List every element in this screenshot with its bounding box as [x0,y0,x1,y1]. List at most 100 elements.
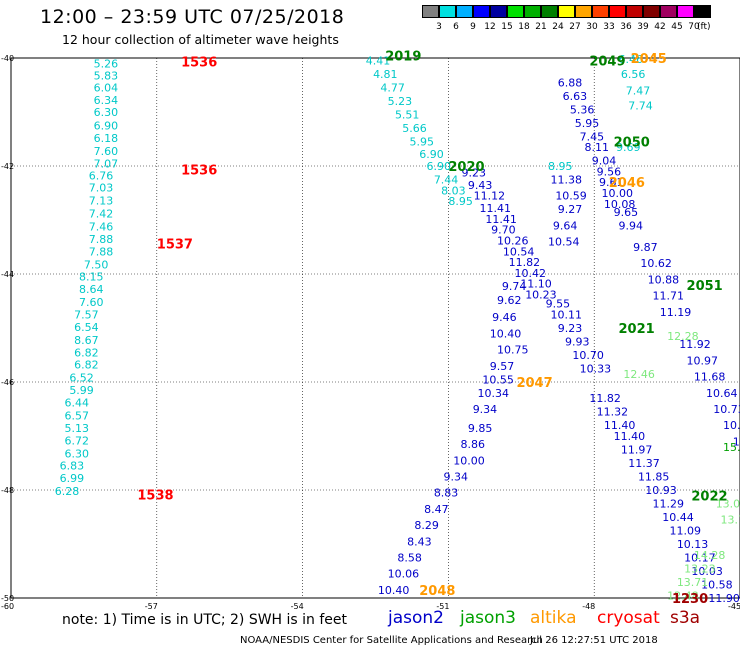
wave-height-value: 11.41 [485,213,517,226]
wave-height-value: 11.38 [550,174,582,187]
wave-height-value: 6.88 [558,76,583,89]
y-tick-label: -40 [1,54,14,63]
pass-time-label: 2048 [419,584,455,599]
wave-height-value: 10.97 [687,354,719,367]
wave-height-value: 6.72 [64,434,89,447]
wave-height-value: 13.70 [721,514,740,527]
wave-height-value: 5.66 [402,122,427,135]
wave-height-value: 11.97 [621,444,653,457]
wave-height-value: 9.27 [558,203,583,216]
wave-height-value: 6.44 [64,397,89,410]
wave-height-value: 10.58 [701,579,733,592]
wave-height-value: 10.26 [497,235,529,248]
wave-height-value: 10.06 [388,568,420,581]
wave-height-value: 5.99 [69,384,94,397]
wave-height-value: 10.11 [550,309,582,322]
wave-height-value: 15.13 [723,441,740,454]
wave-height-value: 10.03 [691,565,723,578]
wave-height-value: 8.43 [407,535,432,548]
wave-height-value: 11.71 [653,290,685,303]
wave-height-value: 8.03 [441,184,466,197]
wave-height-value: 6.99 [60,472,85,485]
satellite-legend-jason3: jason3 [460,608,516,628]
wave-height-value: 6.04 [94,82,119,95]
wave-height-value: 5.95 [410,136,435,149]
satellite-legend-cryosat: cryosat [597,608,660,628]
colorbar-label: 24 [552,22,564,32]
wave-height-value: 5.95 [575,117,600,130]
satellite-legend-jason2: jason2 [388,608,444,628]
colorbar-swatch [677,5,694,18]
wave-height-value: 8.95 [448,195,473,208]
colorbar-unit: (ft) [697,22,711,32]
wave-height-value: 6.63 [563,90,588,103]
wave-height-value: 7.50 [84,258,109,271]
wave-height-value: 6.30 [94,106,119,119]
wave-height-value: 10.00 [453,454,485,467]
wave-height-value: 9.64 [553,219,578,232]
x-tick-label: -57 [145,602,158,611]
wave-height-value: 4.77 [380,82,405,95]
wave-height-value: 12.28 [667,330,699,343]
chart-title: 12:00 – 23:59 UTC 07/25/2018 [40,6,345,28]
wave-height-value: 10.59 [555,190,587,203]
wave-height-value: 10.08 [604,198,636,211]
wave-height-value: 11.40 [614,430,646,443]
wave-height-value: 10.23 [525,289,557,302]
wave-height-value: 7.88 [89,233,114,246]
wave-height-value: 9.74 [502,280,527,293]
colorbar-label: 42 [654,22,666,32]
footer-credit: NOAA/NESDIS Center for Satellite Applica… [240,635,543,646]
wave-height-value: 6.90 [419,148,444,161]
wave-height-value: 10.55 [482,373,514,386]
y-tick-label: -50 [1,594,14,603]
wave-height-value: 9.34 [444,471,469,484]
wave-height-value: 8.64 [79,283,104,296]
colorbar-label: 18 [518,22,530,32]
wave-height-value: 11.40 [604,419,636,432]
wave-height-value: 10.33 [580,363,612,376]
plot-frame [10,57,740,599]
wave-height-value: 5.51 [395,109,420,122]
colorbar-label: 3 [436,22,442,32]
wave-height-value: 11.10 [520,278,552,291]
wave-height-value: 9.04 [592,155,617,168]
wave-height-value: 9.87 [633,241,658,254]
wave-height-value: 6.83 [60,460,85,473]
wave-height-value: 7.45 [580,130,605,143]
wave-height-value: 6.57 [64,409,89,422]
colorbar-swatch [626,5,643,18]
wave-height-value: 11.19 [660,306,692,319]
colorbar-swatch [439,5,456,18]
y-tick-label: -42 [1,162,14,171]
colorbar-label: 33 [603,22,615,32]
wave-height-value: 7.74 [628,100,653,113]
wave-height-value: 5.26 [94,57,119,70]
wave-height-value: 10.54 [548,236,580,249]
colorbar-swatch [609,5,626,18]
colorbar-swatch [507,5,524,18]
colorbar-label: 12 [484,22,496,32]
wave-height-value: 10.13 [677,538,709,551]
wave-height-value: 8.58 [397,552,422,565]
wave-height-value: 6.90 [94,120,119,133]
y-tick-label: -46 [1,378,14,387]
wave-height-value: 10.54 [503,245,535,258]
x-tick-label: -51 [436,602,449,611]
wave-height-value: 13.23 [684,562,716,575]
pass-time-label: 2047 [516,376,552,391]
wave-height-value: 11.29 [653,498,685,511]
wave-height-value: 9.23 [558,322,583,335]
wave-height-value: 10.64 [706,387,738,400]
wave-height-value: 7.60 [79,296,104,309]
wave-height-value: 6.82 [74,346,99,359]
wave-height-value: 7.13 [89,195,114,208]
pass-time-label: 1536 [181,163,217,178]
wave-height-value: 7.03 [89,182,114,195]
colorbar-swatch [422,5,439,18]
wave-height-value: 10.88 [648,273,680,286]
wave-height-value: 8.86 [461,438,486,451]
pass-time-label: 1536 [181,55,217,70]
wave-height-value: 14.28 [694,549,726,562]
